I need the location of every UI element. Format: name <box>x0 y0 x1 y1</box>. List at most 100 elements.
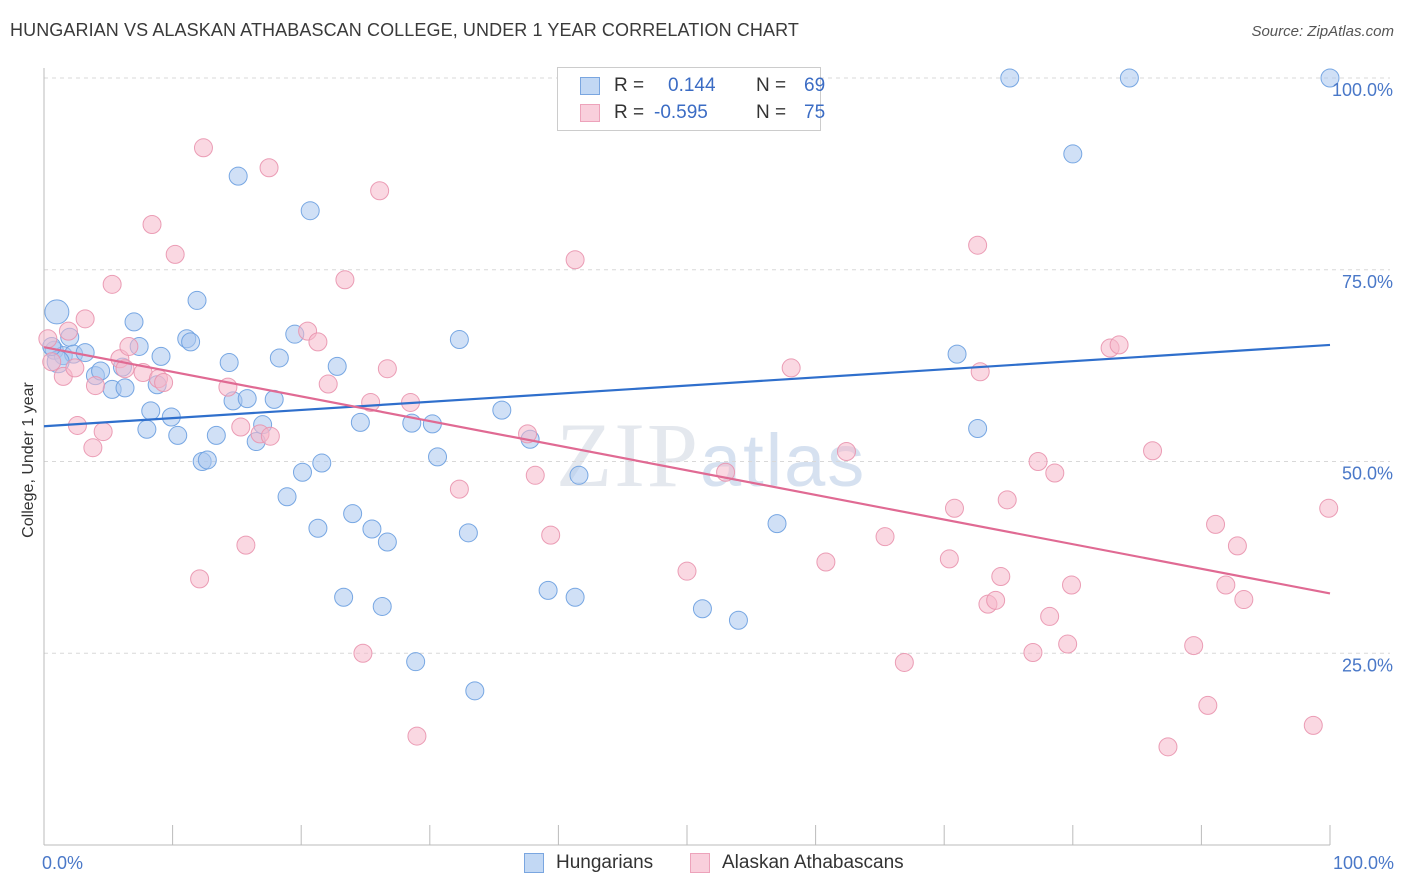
point-athabascans <box>1109 335 1129 355</box>
n-label: N = <box>756 102 787 123</box>
point-hungarians <box>406 652 426 672</box>
point-hungarians <box>308 518 328 538</box>
point-hungarians <box>206 425 226 445</box>
point-athabascans <box>119 336 139 356</box>
point-hungarians <box>75 343 95 363</box>
legend-item-hungarians[interactable]: Hungarians <box>524 852 653 874</box>
point-hungarians <box>968 419 988 439</box>
y-tick-label: 75.0% <box>1342 272 1393 292</box>
legend-stats-row-hungarians: R = 0.144 N = 69 <box>580 73 825 99</box>
point-hungarians <box>428 447 448 467</box>
point-hungarians <box>181 332 201 352</box>
point-hungarians <box>465 681 485 701</box>
data-points <box>38 68 1340 757</box>
point-athabascans <box>65 358 85 378</box>
point-athabascans <box>565 250 585 270</box>
point-athabascans <box>335 270 355 290</box>
point-athabascans <box>991 567 1011 587</box>
point-athabascans <box>449 479 469 499</box>
legend-stats: R = 0.144 N = 69 R = -0.595 N = 75 <box>557 67 825 131</box>
point-athabascans <box>997 490 1017 510</box>
point-hungarians <box>947 344 967 364</box>
point-athabascans <box>541 525 561 545</box>
point-hungarians <box>492 400 512 420</box>
point-athabascans <box>1234 590 1254 610</box>
point-hungarians <box>327 356 347 376</box>
legend-item-athabascans[interactable]: Alaskan Athabascans <box>690 852 904 874</box>
point-athabascans <box>154 372 174 392</box>
point-athabascans <box>318 374 338 394</box>
point-athabascans <box>38 329 58 349</box>
point-athabascans <box>85 376 105 396</box>
point-athabascans <box>968 235 988 255</box>
point-athabascans <box>1158 737 1178 757</box>
legend-swatch-athabascans <box>690 853 710 873</box>
point-hungarians <box>728 610 748 630</box>
point-athabascans <box>1058 634 1078 654</box>
point-hungarians <box>350 412 370 432</box>
point-athabascans <box>894 652 914 672</box>
point-hungarians <box>312 453 332 473</box>
point-athabascans <box>1023 642 1043 662</box>
point-athabascans <box>142 214 162 234</box>
r-value: -0.595 <box>654 102 708 123</box>
point-athabascans <box>93 422 113 442</box>
point-athabascans <box>1198 695 1218 715</box>
point-hungarians <box>422 414 442 434</box>
point-athabascans <box>677 561 697 581</box>
axis-labels: 25.0% 50.0% 75.0% 100.0% 0.0% 100.0% College, … <box>20 80 1394 873</box>
point-athabascans <box>1062 575 1082 595</box>
point-athabascans <box>102 274 122 294</box>
point-athabascans <box>525 465 545 485</box>
n-value: 69 <box>804 75 826 96</box>
r-label: R = <box>614 102 645 123</box>
n-value: 75 <box>804 102 826 123</box>
point-hungarians <box>565 587 585 607</box>
point-hungarians <box>767 514 787 534</box>
point-hungarians <box>1320 68 1340 88</box>
point-hungarians <box>1119 68 1139 88</box>
axes <box>43 68 1331 846</box>
r-value: 0.144 <box>668 75 716 96</box>
point-hungarians <box>151 346 171 366</box>
point-hungarians <box>692 599 712 619</box>
point-hungarians <box>228 166 248 186</box>
y-axis-label: College, Under 1 year <box>20 382 37 538</box>
point-hungarians <box>292 462 312 482</box>
point-hungarians <box>334 587 354 607</box>
point-hungarians <box>377 532 397 552</box>
point-athabascans <box>836 442 856 462</box>
point-hungarians <box>237 389 257 409</box>
point-hungarians <box>372 596 392 616</box>
point-athabascans <box>236 535 256 555</box>
point-hungarians <box>449 330 469 350</box>
point-hungarians <box>569 465 589 485</box>
point-athabascans <box>1206 514 1226 534</box>
watermark: ZIPatlas <box>556 402 866 508</box>
point-hungarians <box>269 348 289 368</box>
point-hungarians <box>197 450 217 470</box>
watermark-zip: ZIP <box>556 404 700 506</box>
point-athabascans <box>1303 715 1323 735</box>
point-athabascans <box>83 438 103 458</box>
point-athabascans <box>1045 463 1065 483</box>
x-tick-label: 100.0% <box>1333 853 1394 873</box>
point-hungarians <box>44 299 70 325</box>
legend-series: Hungarians Alaskan Athabascans <box>0 852 1406 878</box>
trend-lines <box>43 343 1331 595</box>
point-athabascans <box>1227 536 1247 556</box>
point-athabascans <box>42 352 62 372</box>
point-athabascans <box>259 158 279 178</box>
point-hungarians <box>362 519 382 539</box>
point-athabascans <box>1028 452 1048 471</box>
point-athabascans <box>353 643 373 663</box>
point-athabascans <box>1040 606 1060 626</box>
r-label: R = <box>614 75 645 96</box>
x-tick-label: 0.0% <box>42 853 83 873</box>
point-hungarians <box>115 378 135 398</box>
point-athabascans <box>939 549 959 569</box>
legend-stats-row-athabascans: R = -0.595 N = 75 <box>580 100 825 126</box>
point-athabascans <box>875 527 895 547</box>
chart-title: HUNGARIAN VS ALASKAN ATHABASCAN COLLEGE,… <box>10 20 799 40</box>
